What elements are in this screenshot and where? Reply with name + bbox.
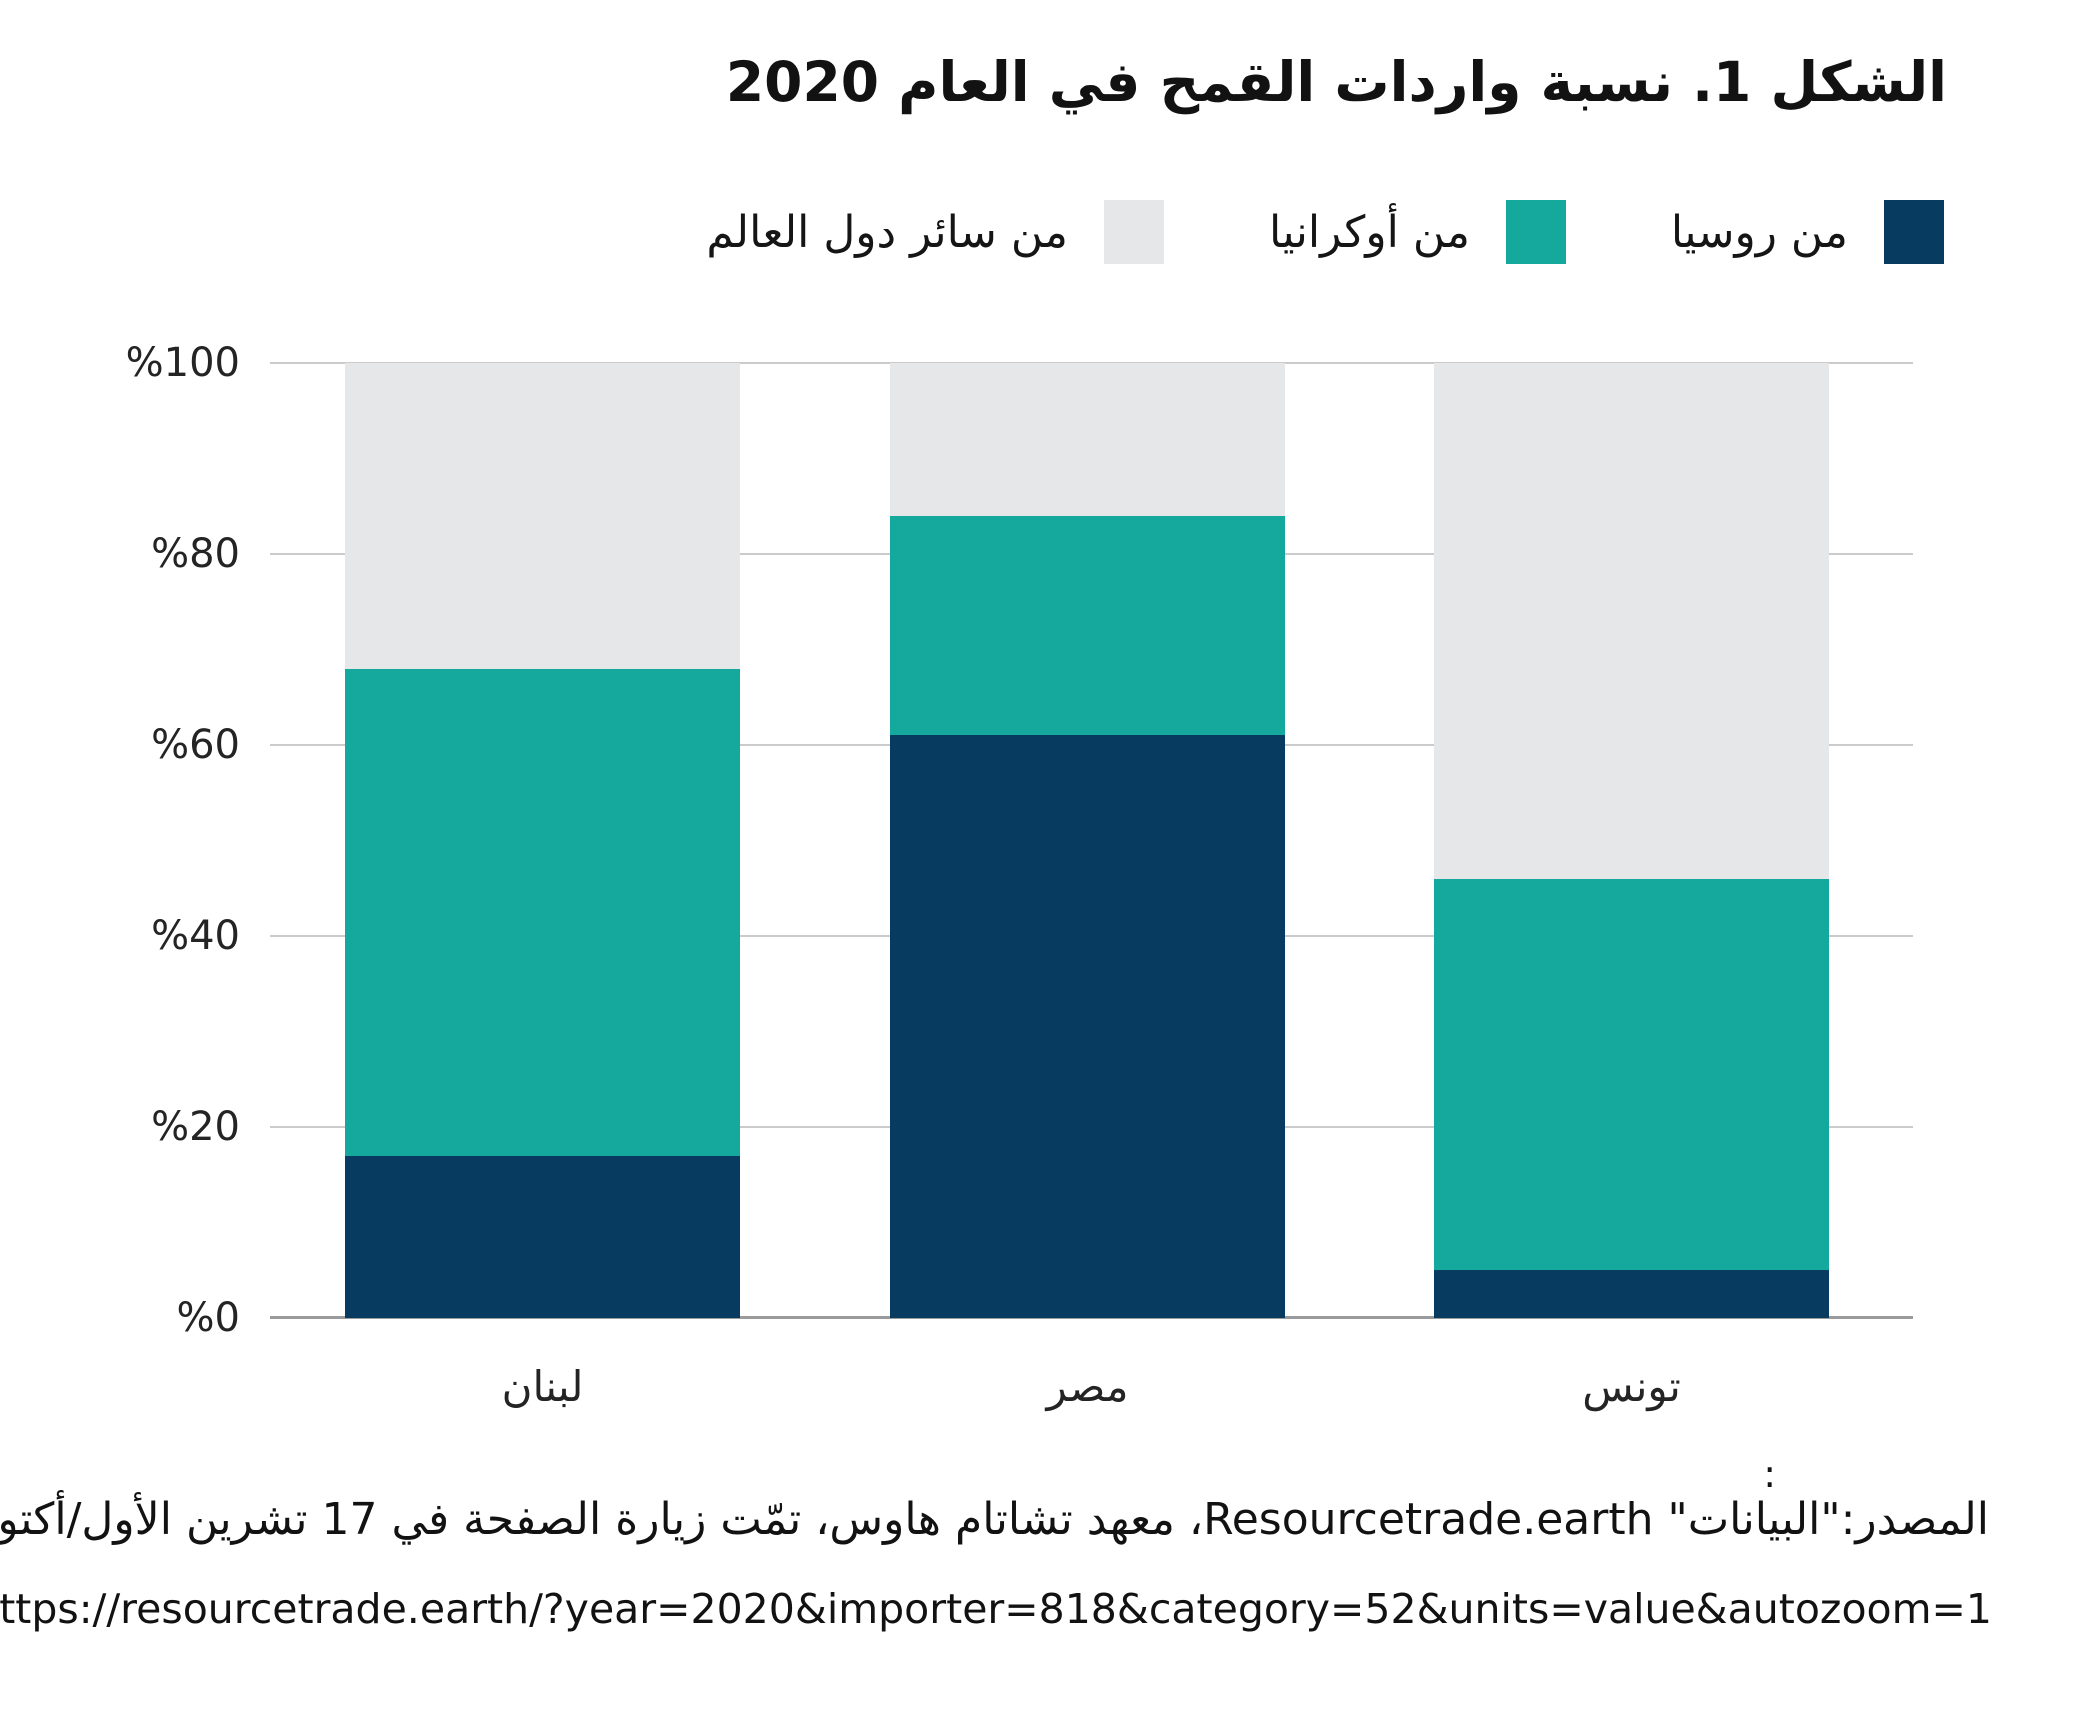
bar-segment-tunisia-world [1434,363,1829,879]
gridline-100 [270,362,1913,364]
bar-segment-lebanon-ukraine [345,668,740,1156]
legend-swatch-world [1103,200,1164,264]
source-url: https://resourcetrade.earth/?year=2020&i… [0,1585,1992,1633]
legend-item-russia: من روسيا [1671,200,1944,264]
legend-label-world: من سائر دول العالم [706,206,1068,258]
legend-swatch-russia [1884,200,1944,264]
legend-item-world: من سائر دول العالم [706,200,1164,264]
bar-segment-egypt-world [890,363,1285,516]
bar-segment-tunisia-russia [1434,1270,1829,1318]
legend-item-ukraine: من أوكرانيا [1269,200,1566,264]
bar-segment-tunisia-ukraine [1434,878,1829,1271]
figure-title: الشكل 1. نسبة واردات القمح في العام 2020 [725,50,1947,114]
bar-segment-egypt-ukraine [890,515,1285,736]
y-tick-label-20: %20 [151,1104,240,1150]
source-line: المصدر:"البيانات" Resourcetrade.earth، م… [0,1494,1989,1545]
x-axis-label-lebanon: لبنان [501,1362,584,1411]
x-axis-label-tunisia: تونس [1582,1362,1681,1411]
legend-label-ukraine: من أوكرانيا [1268,206,1470,258]
bar-tunisia [1434,363,1829,1318]
stray-colon: : [1763,1452,1776,1496]
bar-egypt [890,363,1285,1318]
y-tick-label-40: %40 [151,913,240,959]
bar-segment-lebanon-world [345,363,740,669]
legend-label-russia: من روسيا [1670,206,1848,258]
y-tick-label-0: %0 [176,1295,240,1341]
legend-swatch-ukraine [1505,200,1566,264]
chart-legend: من روسيا من أوكرانيا من سائر دول العالم [706,200,1944,264]
bar-segment-lebanon-russia [345,1155,740,1318]
stacked-bar-chart: %0 %20 %40 %60 %80 %100 لبنان مصر تونس [126,340,1913,1411]
bar-segment-egypt-russia [890,735,1285,1318]
bar-lebanon [345,363,740,1318]
y-tick-label-60: %60 [151,722,240,768]
x-axis-label-egypt: مصر [1046,1362,1129,1411]
y-tick-label-100: %100 [125,340,240,386]
y-tick-label-80: %80 [151,531,240,577]
